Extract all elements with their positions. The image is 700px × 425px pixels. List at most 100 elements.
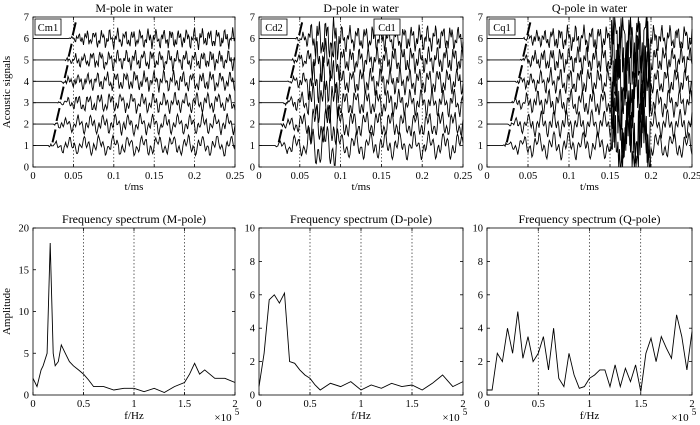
- spectrum-line: [32, 242, 236, 394]
- waveform-trace: [259, 16, 464, 60]
- x-tick-label: 0: [256, 399, 261, 410]
- chart-title: D-pole in water: [323, 1, 398, 15]
- plot-frame: [258, 16, 464, 168]
- x-tick-label: 0.1: [334, 171, 347, 182]
- plot-frame: [486, 227, 693, 396]
- x-tick-label: 0.05: [64, 171, 82, 182]
- plot-frame: [32, 16, 236, 168]
- x-tick-label: 2: [232, 399, 237, 410]
- arrival-mark: [526, 22, 532, 36]
- wave-label: Cm1: [38, 23, 58, 34]
- y-tick-label: 6: [478, 34, 483, 45]
- y-tick-label: 0: [24, 163, 29, 174]
- x-tick-label: 0: [484, 171, 489, 182]
- y-tick-label: 6: [24, 34, 29, 45]
- waveform-trace: [259, 126, 464, 167]
- spectrum-line: [487, 311, 693, 392]
- plot-frame: [32, 227, 236, 396]
- waveform-trace: [487, 100, 693, 168]
- waveform-trace: [259, 37, 464, 82]
- chart-title: Q-pole in water: [552, 1, 627, 15]
- spectrum-line: [258, 291, 464, 391]
- x-tick-label: 0.2: [188, 171, 201, 182]
- y-tick-label: 7: [250, 13, 255, 24]
- y-tick-label: 4: [478, 324, 484, 335]
- waveform-trace: [33, 112, 236, 138]
- wave-label-box: [488, 18, 516, 36]
- x-tick-label: 0.5: [303, 399, 316, 410]
- x-tick-label: 0.25: [683, 171, 700, 182]
- arrival-mark: [522, 43, 528, 57]
- x-tick-label: 0: [256, 171, 261, 182]
- x-tick-label: 1: [358, 399, 363, 410]
- waveform-trace: [259, 105, 464, 145]
- chart-6: Frequency spectrum (Q-pole) 0 0.5 1 1.5 2 0 2 4 6…: [473, 212, 697, 424]
- wave-label: Cd2: [265, 23, 283, 34]
- plot-frame: [258, 227, 464, 396]
- wave-label-box: [260, 18, 288, 36]
- y-tick-label: 10: [473, 224, 484, 235]
- x-tick-label: 0.15: [372, 171, 390, 182]
- chart-2: D-pole in water 0 0.05 0.1 0.15 0.2 0.25 0 1 2 3 4 5…: [250, 1, 472, 193]
- wave-label: Cq1: [493, 23, 511, 34]
- y-tick-label: 5: [250, 55, 255, 66]
- chart-title: Frequency spectrum (Q-pole): [519, 212, 661, 226]
- arrival-mark: [505, 129, 511, 143]
- y-tick-label: 4: [478, 77, 484, 88]
- y-tick-label: 0: [250, 391, 255, 402]
- y-axis-label: Amplitude: [1, 288, 13, 335]
- x-tick-label: 0.2: [644, 171, 657, 182]
- x-axis-label: f/Hz: [124, 410, 144, 422]
- waveform-trace: [487, 80, 693, 164]
- waveform-trace: [33, 68, 236, 93]
- x-axis-label: f/Hz: [580, 410, 600, 422]
- arrival-mark: [281, 107, 287, 122]
- y-tick-label: 1: [478, 141, 483, 152]
- x-axis-exponent: 5: [692, 407, 697, 417]
- waveform-trace: [33, 133, 236, 158]
- waveform-trace: [259, 59, 464, 104]
- arrival-mark: [55, 107, 61, 122]
- waveform-trace: [487, 38, 693, 127]
- arrival-mark: [289, 64, 295, 79]
- x-tick-label: 0.5: [77, 399, 90, 410]
- waveform-trace: [33, 91, 236, 114]
- y-tick-label: 4: [24, 77, 30, 88]
- x-tick-label: 1.5: [178, 399, 191, 410]
- arrival-mark: [509, 107, 515, 122]
- x-axis-label: t/ms: [580, 181, 599, 193]
- x-axis-exponent: 5: [235, 407, 240, 417]
- arrival-mark: [63, 64, 69, 79]
- y-tick-label: 1: [24, 141, 29, 152]
- x-axis-multiplier: ×10: [442, 412, 460, 424]
- y-tick-label: 0: [250, 163, 255, 174]
- arrival-mark: [518, 64, 524, 79]
- x-tick-label: 0: [484, 399, 489, 410]
- arrival-mark: [298, 22, 304, 36]
- y-tick-label: 1: [250, 141, 255, 152]
- chart-title: Frequency spectrum (D-pole): [290, 212, 432, 226]
- y-tick-label: 20: [19, 224, 30, 235]
- wave-label: Cd1: [378, 23, 396, 34]
- y-tick-label: 3: [250, 98, 255, 109]
- y-tick-label: 10: [245, 224, 256, 235]
- x-axis-multiplier: ×10: [671, 412, 689, 424]
- y-tick-label: 5: [478, 55, 483, 66]
- x-tick-label: 1.5: [634, 399, 647, 410]
- y-tick-label: 6: [478, 290, 483, 301]
- x-axis-multiplier: ×10: [214, 412, 232, 424]
- y-tick-label: 8: [478, 257, 483, 268]
- x-tick-label: 1.5: [405, 399, 418, 410]
- y-tick-label: 5: [24, 349, 29, 360]
- y-tick-label: 4: [250, 324, 256, 335]
- chart-4: Frequency spectrum (M-pole)0 0.5 1 1.5 20510…: [1, 212, 240, 424]
- x-tick-label: 0.2: [416, 171, 429, 182]
- y-tick-label: 2: [24, 120, 29, 131]
- arrival-mark: [285, 86, 291, 100]
- chart-1: M-pole in water 0 0.05 0.1 0.15 0.2 0.25 0 1 2 3 4 5…: [1, 1, 244, 193]
- waveform-trace: [487, 16, 693, 78]
- waveform-trace: [33, 27, 236, 50]
- x-tick-label: 0.25: [454, 171, 472, 182]
- chart-3: Q-pole in water 0 0.05 0.1 0.15 0.2 0.25 0 1 2 3 4 5…: [478, 1, 700, 193]
